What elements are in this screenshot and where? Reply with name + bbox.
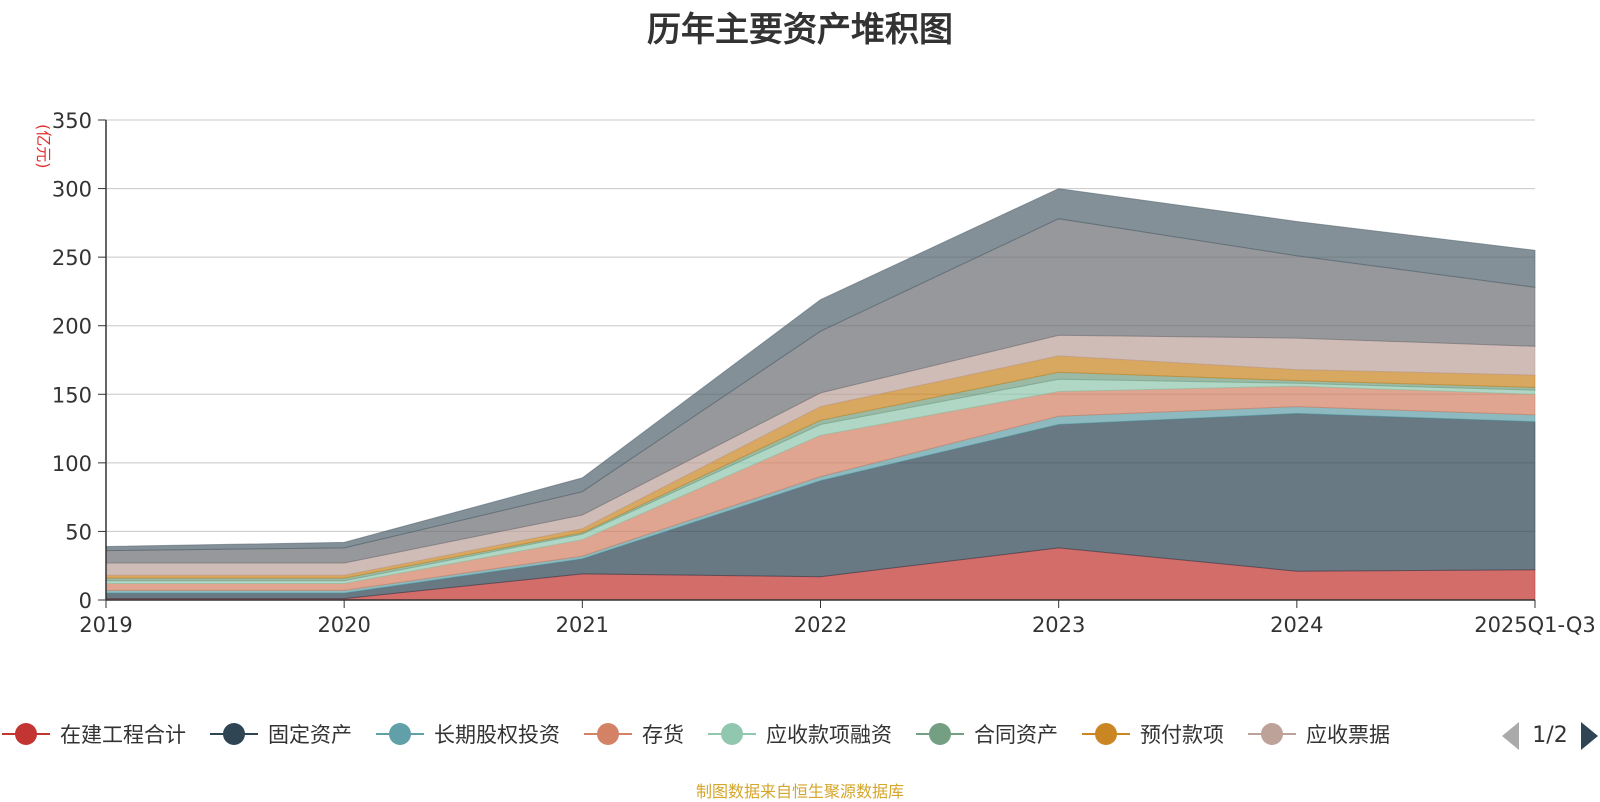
- x-tick-label-3: 2022: [794, 613, 847, 637]
- legend-item-6[interactable]: 预付款项: [1082, 723, 1224, 747]
- source-note: 制图数据来自恒生聚源数据库: [695, 782, 904, 801]
- legend-item-5[interactable]: 合同资产: [916, 723, 1058, 747]
- legend-items: 在建工程合计 固定资产 长期股权投资 存货 应收款项融资 合同资产 预付款项 应收票据: [2, 723, 1390, 747]
- legend-label-2: 长期股权投资: [434, 723, 560, 747]
- legend-marker-7: [1261, 723, 1283, 745]
- legend-marker-6: [1095, 723, 1117, 745]
- legend-prev-arrow-icon[interactable]: [1502, 722, 1519, 750]
- x-tick-label-6: 2025Q1-Q3: [1474, 613, 1596, 637]
- legend-label-5: 合同资产: [974, 723, 1058, 747]
- legend-item-1[interactable]: 固定资产: [210, 723, 352, 747]
- legend-item-3[interactable]: 存货: [584, 723, 684, 747]
- y-tick-label-100: 100: [52, 452, 92, 476]
- legend-label-7: 应收票据: [1306, 723, 1390, 747]
- legend-label-3: 存货: [642, 723, 684, 747]
- y-unit-label: (亿元): [34, 124, 53, 169]
- chart-title: 历年主要资产堆积图: [647, 10, 953, 50]
- legend-item-7[interactable]: 应收票据: [1248, 723, 1390, 747]
- legend-marker-1: [223, 723, 245, 745]
- legend-label-0: 在建工程合计: [60, 723, 186, 747]
- legend-label-6: 预付款项: [1140, 723, 1224, 747]
- y-tick-label-0: 0: [79, 589, 92, 613]
- legend-item-0[interactable]: 在建工程合计: [2, 723, 186, 747]
- y-tick-label-300: 300: [52, 178, 92, 202]
- legend-marker-3: [597, 723, 619, 745]
- legend-marker-2: [389, 723, 411, 745]
- legend-item-4[interactable]: 应收款项融资: [708, 723, 892, 747]
- area-series-9: [105, 188, 1536, 552]
- x-tick-label-0: 2019: [79, 613, 132, 637]
- x-tick-label-5: 2024: [1270, 613, 1323, 637]
- legend-page-indicator: 1/2: [1532, 723, 1567, 748]
- y-tick-label-200: 200: [52, 315, 92, 339]
- legend[interactable]: 在建工程合计 固定资产 长期股权投资 存货 应收款项融资 合同资产 预付款项 应收票据 1/2: [2, 722, 1598, 750]
- legend-label-4: 应收款项融资: [766, 723, 892, 747]
- y-tick-label-350: 350: [52, 109, 92, 133]
- y-tick-label-150: 150: [52, 383, 92, 407]
- legend-label-1: 固定资产: [268, 723, 352, 747]
- y-tick-label-50: 50: [65, 520, 92, 544]
- legend-marker-5: [929, 723, 951, 745]
- x-tick-label-1: 2020: [317, 613, 370, 637]
- axes: 0 50 100 150 200 250 300 350 2019 2020 2021 2022 202…: [34, 109, 1596, 637]
- y-tick-label-250: 250: [52, 246, 92, 270]
- x-tick-label-4: 2023: [1032, 613, 1085, 637]
- legend-next-arrow-icon[interactable]: [1581, 722, 1598, 750]
- legend-marker-0: [15, 723, 37, 745]
- legend-marker-4: [721, 723, 743, 745]
- x-tick-label-2: 2021: [556, 613, 609, 637]
- legend-item-2[interactable]: 长期股权投资: [376, 723, 560, 747]
